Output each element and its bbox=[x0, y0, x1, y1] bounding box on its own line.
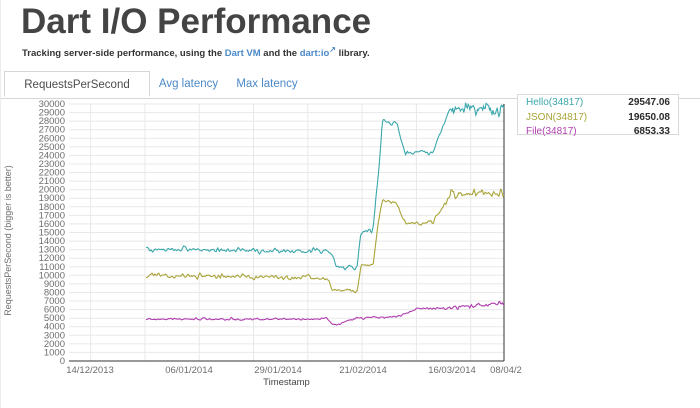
svg-text:16/03/2014: 16/03/2014 bbox=[428, 365, 476, 376]
svg-text:30000: 30000 bbox=[39, 99, 65, 110]
svg-text:29/01/2014: 29/01/2014 bbox=[254, 365, 302, 376]
svg-text:08/04/2: 08/04/2 bbox=[490, 365, 522, 376]
svg-text:14/12/2013: 14/12/2013 bbox=[66, 365, 114, 376]
svg-text:21/02/2014: 21/02/2014 bbox=[339, 365, 387, 376]
svg-text:06/01/2014: 06/01/2014 bbox=[165, 365, 213, 376]
svg-text:Timestamp: Timestamp bbox=[263, 377, 310, 388]
